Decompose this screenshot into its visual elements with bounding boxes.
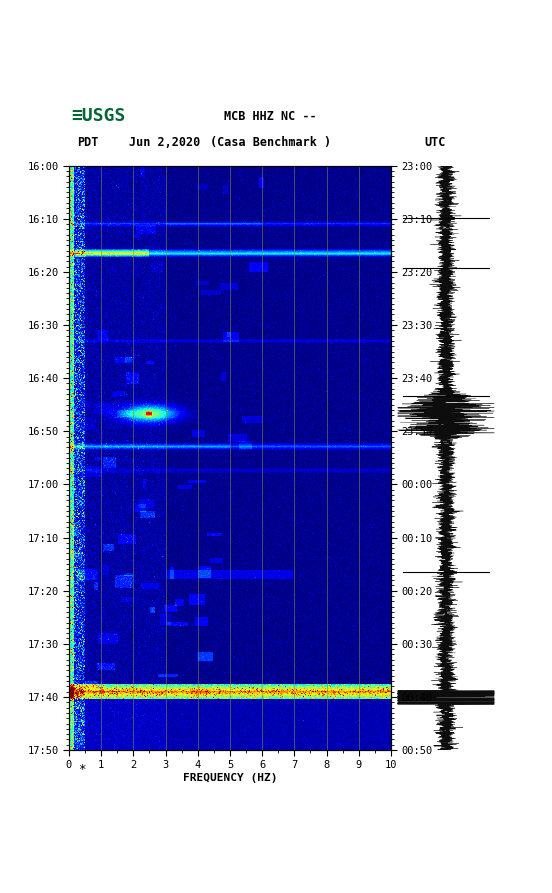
Text: *: * xyxy=(77,764,85,777)
Text: MCB HHZ NC --: MCB HHZ NC -- xyxy=(224,110,316,123)
Text: PDT: PDT xyxy=(77,137,99,149)
Text: ≡USGS: ≡USGS xyxy=(71,107,125,125)
Text: UTC: UTC xyxy=(424,137,445,149)
X-axis label: FREQUENCY (HZ): FREQUENCY (HZ) xyxy=(183,773,277,783)
Text: (Casa Benchmark ): (Casa Benchmark ) xyxy=(210,137,331,149)
Text: Jun 2,2020: Jun 2,2020 xyxy=(129,137,200,149)
